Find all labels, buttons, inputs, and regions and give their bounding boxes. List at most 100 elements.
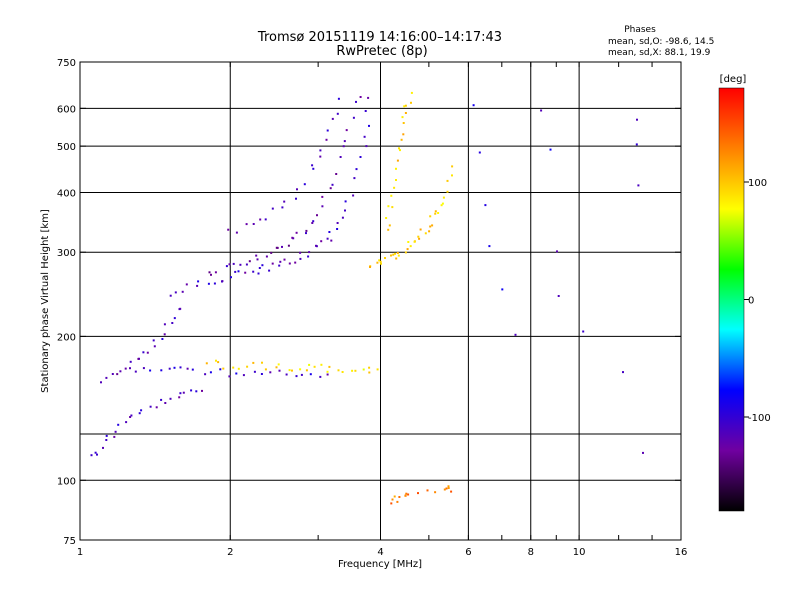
scatter-point (359, 156, 362, 158)
scatter-point (344, 209, 346, 212)
scatter-point (352, 194, 355, 197)
scatter-point (409, 245, 412, 248)
scatter-point (336, 112, 339, 115)
scatter-point (287, 244, 290, 247)
scatter-point (336, 228, 339, 230)
scatter-point (256, 258, 259, 261)
scatter-point (114, 430, 117, 433)
y-tick-label: 500 (57, 142, 76, 153)
scatter-point (364, 110, 367, 112)
scatter-point (191, 368, 194, 371)
scatter-point (393, 186, 396, 189)
scatter-point (119, 370, 122, 373)
scatter-point (445, 487, 448, 490)
scatter-point (447, 487, 450, 489)
scatter-point (352, 116, 355, 119)
scatter-point (268, 269, 271, 272)
colorbar (718, 87, 745, 512)
scatter-point (179, 366, 182, 369)
scatter-point (281, 245, 283, 248)
scatter-point (642, 451, 644, 454)
scatter-point (390, 254, 392, 257)
scatter-point (269, 371, 272, 374)
scatter-point (178, 396, 181, 399)
x-tick-label: 4 (377, 547, 383, 558)
scatter-point (404, 494, 407, 497)
scatter-point (182, 391, 185, 394)
scatter-point (138, 412, 141, 415)
scatter-point (405, 492, 408, 495)
scatter-point (395, 179, 397, 181)
scatter-point (168, 367, 171, 370)
scatter-point (204, 373, 207, 376)
scatter-point (264, 218, 267, 221)
scatter-point (434, 491, 437, 494)
scatter-point (321, 195, 324, 198)
scatter-point (196, 284, 199, 287)
scatter-point (309, 373, 312, 376)
scatter-point (359, 96, 362, 98)
scatter-point (328, 231, 331, 233)
scatter-point (134, 370, 137, 373)
scatter-point (117, 423, 120, 426)
scatter-point (242, 374, 245, 377)
scatter-point (319, 375, 322, 378)
scatter-point (235, 231, 238, 234)
x-tick-label: 16 (675, 547, 688, 558)
scatter-point (342, 145, 345, 148)
scatter-point (441, 202, 444, 205)
scatter-point (105, 434, 108, 437)
scatter-point (328, 365, 331, 368)
x-axis-label: Frequency [MHz] (338, 559, 422, 570)
y-tick-label: 400 (57, 188, 76, 199)
scatter-point (252, 223, 255, 225)
scatter-point (152, 339, 155, 342)
scatter-point (451, 165, 454, 168)
scatter-point (239, 263, 242, 266)
scatter-point (354, 369, 357, 372)
grid-layer (79, 61, 682, 541)
scatter-point (295, 231, 298, 234)
scatter-point (391, 206, 394, 209)
scatter-point (255, 254, 258, 257)
scatter-point (160, 398, 163, 401)
x-tick-label: 6 (465, 547, 471, 558)
scatter-point (190, 389, 193, 392)
colorbar-ticks: 100 0 -100 (744, 178, 771, 424)
y-tick-label: 75 (63, 536, 76, 547)
scatter-point (376, 368, 379, 371)
scatter-point (395, 257, 398, 260)
scatter-point (129, 360, 132, 363)
scatter-point (173, 317, 176, 320)
scatter-point (237, 367, 240, 370)
scatter-point (396, 252, 399, 254)
scatter-point (137, 357, 140, 360)
scatter-point (277, 363, 280, 366)
scatter-point (294, 261, 297, 264)
y-tick-label: 100 (57, 476, 76, 487)
x-tick-label: 10 (573, 547, 586, 558)
scatter-point (325, 138, 328, 141)
scatter-point (331, 183, 334, 186)
scatter-point (185, 283, 188, 286)
scatter-point (362, 368, 365, 371)
scatter-point (222, 367, 225, 370)
scatter-point (279, 260, 282, 263)
x-tick-label: 8 (528, 547, 534, 558)
scatter-point (214, 271, 217, 274)
scatter-point (261, 264, 264, 267)
scatter-point (227, 228, 230, 231)
scatter-point (169, 294, 172, 297)
scatter-point (295, 197, 297, 200)
scatter-point (315, 245, 318, 248)
scatter-point (140, 409, 143, 412)
scatter-point (169, 397, 172, 400)
scatter-point (376, 261, 379, 264)
scatter-point (174, 291, 177, 294)
scatter-point (344, 200, 347, 203)
scatter-point (450, 490, 453, 493)
y-tick-label: 300 (57, 248, 76, 259)
scatter-point (407, 241, 410, 243)
scatter-point (387, 205, 390, 208)
scatter-point (343, 140, 346, 143)
